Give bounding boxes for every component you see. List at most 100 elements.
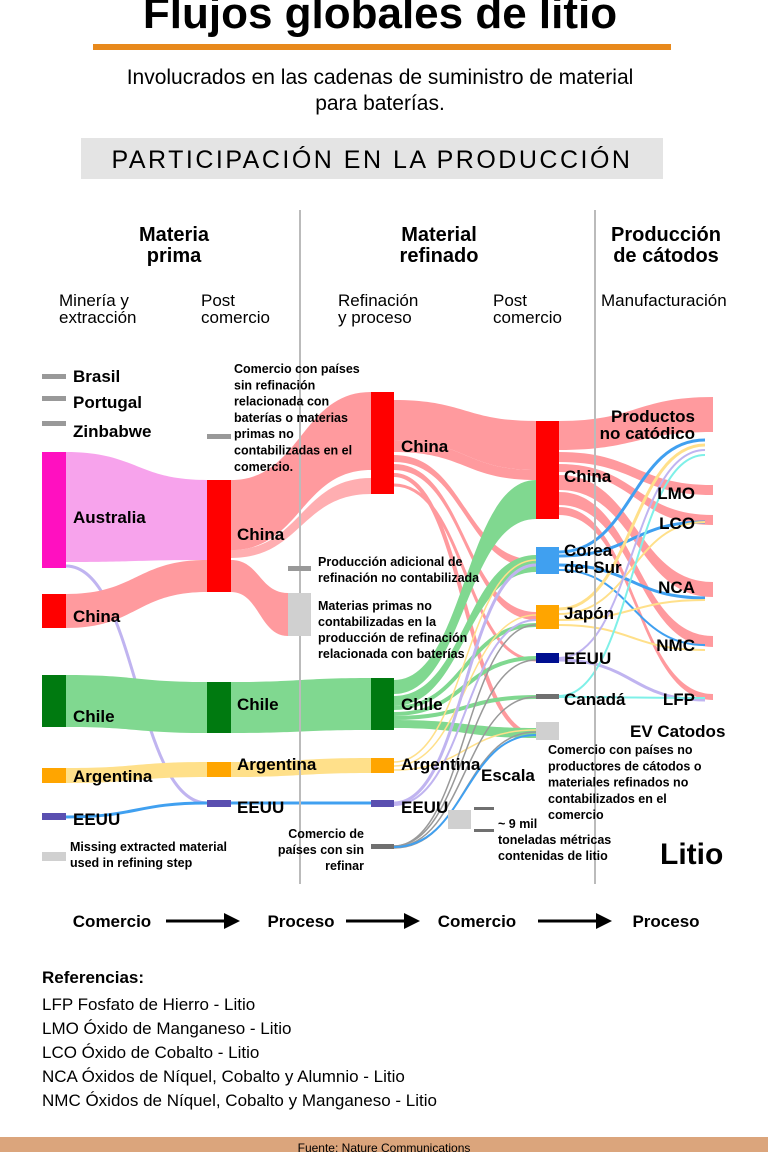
label: refinado (400, 245, 479, 267)
annotation: materiales refinados no (548, 776, 689, 790)
output-label: LFP (663, 690, 695, 709)
node-additional-refining (288, 566, 311, 571)
flow-line (558, 449, 706, 659)
arrow-head-icon (596, 913, 612, 929)
annotation: refinar (325, 859, 364, 873)
node-china-post (207, 480, 231, 592)
label: comercio (201, 308, 270, 327)
node-eeuu-cathode (536, 653, 559, 663)
node-label: Canadá (564, 690, 626, 709)
annotation: contabilizados en el (548, 792, 667, 806)
label: Refinación (338, 291, 418, 310)
flow-ribbon (394, 455, 536, 568)
annotation: productores de cátodos o (548, 759, 702, 773)
annotation: sin refinación (234, 378, 315, 392)
label: extracción (59, 308, 136, 327)
node-brasil (42, 374, 66, 379)
annotation: comercio. (234, 460, 293, 474)
output-label: LCO (659, 514, 695, 533)
section-title: PARTICIPACIÓN EN LA PRODUCCIÓN (112, 145, 633, 174)
title-underline (93, 44, 671, 50)
label: Producción (611, 224, 721, 246)
node-corea (536, 547, 559, 574)
annotation: baterías o materias (234, 411, 348, 425)
flow-ribbon (394, 480, 536, 694)
node-label: Chile (237, 695, 279, 714)
flow-line (558, 569, 706, 646)
output-label: NCA (658, 578, 695, 597)
node-label: Escala (481, 766, 535, 785)
node-argentina-post (207, 762, 231, 777)
flow-ribbon (394, 400, 536, 470)
node-china-mining (42, 594, 66, 628)
node-china-refining (371, 392, 394, 494)
flow-line (65, 801, 208, 819)
node-chile-mining (42, 675, 66, 727)
node-label: Portugal (73, 393, 142, 412)
label: Post (201, 291, 235, 310)
node-label: Argentina (237, 755, 317, 774)
label: comercio (493, 308, 562, 327)
node-argentina-mining (42, 768, 66, 783)
flow-line (393, 624, 537, 847)
page-title: Flujos globales de litio (143, 0, 617, 38)
node-label: EEUU (564, 649, 611, 668)
output-label: LMO (657, 484, 695, 503)
annotation: relacionada con (234, 395, 329, 409)
flow-ribbon (559, 507, 713, 700)
node-non-producer-trade (536, 722, 559, 740)
flow-line (393, 696, 537, 848)
node-label: China (237, 525, 285, 544)
annotation: producción de refinación (318, 631, 467, 645)
arrow-head-icon (404, 913, 420, 929)
references-title: Referencias: (42, 968, 144, 987)
section-banner (81, 138, 663, 179)
node-eeuu-post (207, 800, 231, 807)
flow-line (558, 438, 706, 554)
flow-line (393, 734, 537, 848)
scale-tick (474, 829, 494, 832)
flow-line (393, 563, 537, 805)
node-label: del Sur (564, 558, 622, 577)
flow-line (558, 624, 706, 651)
node-label: Brasil (73, 367, 120, 386)
annotation: primas no (234, 427, 294, 441)
flow-line (558, 443, 706, 611)
flow-ribbon (559, 452, 713, 495)
node-unrefined-trade (371, 844, 394, 849)
node-canada (536, 694, 559, 699)
flow-ribbon (66, 762, 207, 783)
node-other-trade (207, 434, 231, 439)
annotation: ~ 9 mil (498, 817, 537, 831)
node-zinbabwe (42, 421, 66, 426)
node-label: EEUU (73, 810, 120, 829)
annotation: contabilizadas en la (318, 615, 437, 629)
annotation: Comercio con países no (548, 743, 693, 757)
source: Fuente: Nature Communications (298, 1141, 471, 1152)
output-label: NMC (656, 636, 695, 655)
reference-item: LFP Fosfato de Hierro - Litio (42, 995, 255, 1014)
flow-line (393, 729, 537, 771)
flow-line (558, 454, 706, 697)
label: Post (493, 291, 527, 310)
flow-ribbon (394, 555, 536, 706)
flow-line (393, 619, 537, 806)
flow-ribbon (66, 560, 207, 628)
flow-ribbon (394, 440, 536, 480)
flow-ribbon (559, 464, 713, 525)
annotation: refinación no contabilizada (318, 571, 480, 585)
annotation: Missing extracted material (70, 840, 227, 854)
reference-item: NMC Óxidos de Níquel, Cobalto y Manganes… (42, 1091, 437, 1110)
output-label: no catódico (600, 424, 695, 443)
annotation: used in refining step (70, 856, 193, 870)
node-label: Argentina (401, 755, 481, 774)
node-label: EEUU (401, 798, 448, 817)
reference-item: LCO Óxido de Cobalto - Litio (42, 1043, 259, 1062)
annotation: toneladas métricas (498, 833, 611, 847)
output-label: Productos (611, 407, 695, 426)
legend-missing-swatch (42, 852, 66, 861)
flow-step: Proceso (632, 912, 699, 931)
flow-line (393, 559, 537, 763)
node-label: Corea (564, 541, 613, 560)
